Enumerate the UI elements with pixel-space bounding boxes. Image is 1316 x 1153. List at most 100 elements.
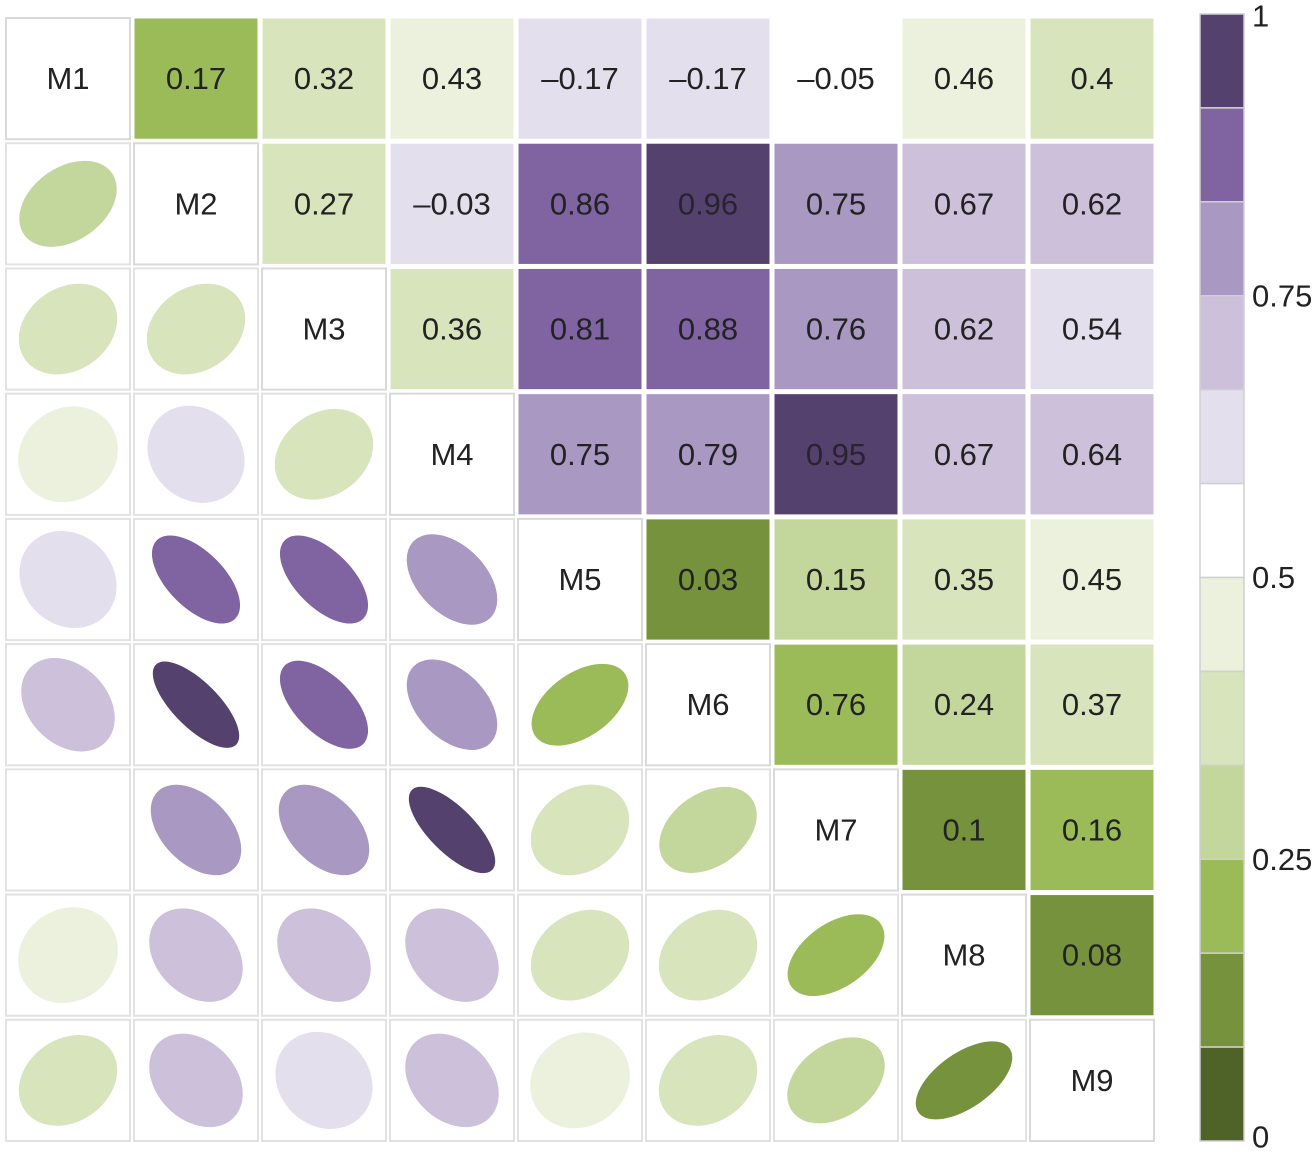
diagonal-cell-m3 <box>261 267 387 391</box>
correlation-ellipse-2-1 <box>19 160 117 247</box>
colorbar-tick-label: 0.75 <box>1252 278 1312 313</box>
heatmap-cell-3-9 <box>1029 267 1155 391</box>
heatmap-cell-3-7 <box>773 267 899 391</box>
correlation-ellipse-5-1 <box>19 530 117 629</box>
heatmap-cell-7-8 <box>901 768 1027 892</box>
heatmap-cell-2-4 <box>389 142 515 265</box>
heatmap-cell-2-9 <box>1029 142 1155 265</box>
heatmap-cell-5-6 <box>645 518 771 641</box>
diagonal-cell-m9 <box>1029 1018 1155 1142</box>
correlation-ellipse-8-4 <box>405 908 499 1002</box>
correlation-ellipse-6-4 <box>406 659 498 750</box>
variable-label-m9: M9 <box>1070 1063 1113 1098</box>
value-label-3-6: 0.88 <box>678 312 738 347</box>
value-label-2-7: 0.75 <box>806 186 866 221</box>
diagonal-cell-m2 <box>133 142 259 266</box>
heatmap-cell-6-9 <box>1029 643 1155 766</box>
heatmap-cell-7-9 <box>1029 768 1155 892</box>
correlation-ellipse-9-5 <box>530 1032 630 1129</box>
diagonal-cell-m5 <box>517 517 643 642</box>
value-label-1-3: 0.32 <box>294 61 354 96</box>
value-label-6-7: 0.76 <box>806 687 866 722</box>
heatmap-cell-3-8 <box>901 267 1027 391</box>
variable-label-m1: M1 <box>46 61 89 96</box>
colorbar-segment <box>1199 670 1245 767</box>
heatmap-cell-5-9 <box>1029 518 1155 641</box>
colorbar-segment <box>1199 13 1245 109</box>
colorbar: 1 0.75 0.5 0.25 0 <box>1199 0 1312 1153</box>
heatmap-cell-2-7 <box>773 142 899 265</box>
correlation-ellipse-4-3 <box>274 408 374 500</box>
correlation-ellipse-7-3 <box>278 784 370 876</box>
variable-label-m5: M5 <box>558 562 601 597</box>
correlation-ellipse-6-2 <box>152 661 240 748</box>
value-label-4-5: 0.75 <box>550 437 610 472</box>
correlation-ellipse-3-1 <box>18 283 118 375</box>
heatmap-cell-1-9 <box>1029 17 1155 140</box>
correlation-ellipse-9-3 <box>275 1031 373 1129</box>
heatmap-cell-8-9 <box>1029 894 1155 1017</box>
correlation-ellipse-8-7 <box>787 914 885 997</box>
correlation-ellipse-5-2 <box>151 535 241 624</box>
colorbar-tick-label: 0 <box>1252 1120 1269 1153</box>
variable-label-m3: M3 <box>302 312 345 347</box>
diagonal-cell-m6 <box>645 643 771 767</box>
colorbar-tick-label: 1 <box>1252 0 1269 34</box>
value-label-6-8: 0.24 <box>934 687 994 722</box>
colorbar-segment <box>1199 107 1245 203</box>
heatmap-cell-1-3 <box>261 17 387 140</box>
value-label-3-4: 0.36 <box>422 312 482 347</box>
heatmap-cell-1-7 <box>773 17 899 140</box>
heatmap-cell-4-5 <box>517 393 643 516</box>
value-label-1-4: 0.43 <box>422 61 482 96</box>
colorbar-segment <box>1199 952 1245 1048</box>
value-label-4-6: 0.79 <box>678 437 738 472</box>
colorbar-segment <box>1199 295 1245 391</box>
value-label-4-8: 0.67 <box>934 437 994 472</box>
value-label-3-9: 0.54 <box>1062 312 1122 347</box>
correlation-ellipse-9-4 <box>405 1033 499 1128</box>
correlation-ellipse-6-3 <box>279 660 369 749</box>
heatmap-cell-3-4 <box>389 267 515 391</box>
matrix-cells: M1 0.17 0.32 0.43 –0.17 –0.17 –0.05 0.46 0.4 M2 0.… <box>5 17 1155 1142</box>
colorbar-tick-label: 0.5 <box>1252 560 1295 595</box>
heatmap-cell-2-5 <box>517 142 643 265</box>
correlation-ellipse-8-5 <box>530 909 630 1001</box>
value-label-2-5: 0.86 <box>550 186 610 221</box>
variable-label-m8: M8 <box>942 938 985 973</box>
value-label-1-8: 0.46 <box>934 61 994 96</box>
value-label-1-5: –0.17 <box>541 61 619 96</box>
correlation-ellipse-8-3 <box>277 908 371 1002</box>
correlation-ellipse-8-1 <box>18 907 118 1004</box>
variable-label-m4: M4 <box>430 437 473 472</box>
value-label-7-8: 0.1 <box>942 812 985 847</box>
heatmap-cell-1-8 <box>901 17 1027 140</box>
heatmap-cell-2-3 <box>261 142 387 265</box>
value-label-5-8: 0.35 <box>934 562 994 597</box>
value-label-3-5: 0.81 <box>550 312 610 347</box>
correlation-ellipse-9-8 <box>915 1041 1013 1120</box>
value-label-5-7: 0.15 <box>806 562 866 597</box>
colorbar-segment <box>1199 482 1245 579</box>
value-label-4-7: 0.95 <box>806 437 866 472</box>
heatmap-cell-3-6 <box>645 267 771 391</box>
heatmap-cell-1-4 <box>389 17 515 140</box>
variable-label-m6: M6 <box>686 687 729 722</box>
heatmap-cell-4-9 <box>1029 393 1155 516</box>
heatmap-cell-1-6 <box>645 17 771 140</box>
correlation-ellipse-5-3 <box>279 535 369 624</box>
correlation-ellipse-7-1 <box>17 779 119 881</box>
correlation-ellipse-7-4 <box>408 786 496 874</box>
correlation-ellipse-3-2 <box>146 283 246 375</box>
heatmap-cell-5-7 <box>773 518 899 641</box>
value-label-7-9: 0.16 <box>1062 812 1122 847</box>
value-label-6-9: 0.37 <box>1062 687 1122 722</box>
heatmap-cell-4-7 <box>773 393 899 516</box>
variable-label-m7: M7 <box>814 812 857 847</box>
value-label-2-3: 0.27 <box>294 186 354 221</box>
heatmap-cell-3-5 <box>517 267 643 391</box>
diagonal-cell-m1 <box>5 17 131 141</box>
variable-label-m2: M2 <box>174 186 217 221</box>
correlation-ellipse-7-2 <box>150 784 242 876</box>
